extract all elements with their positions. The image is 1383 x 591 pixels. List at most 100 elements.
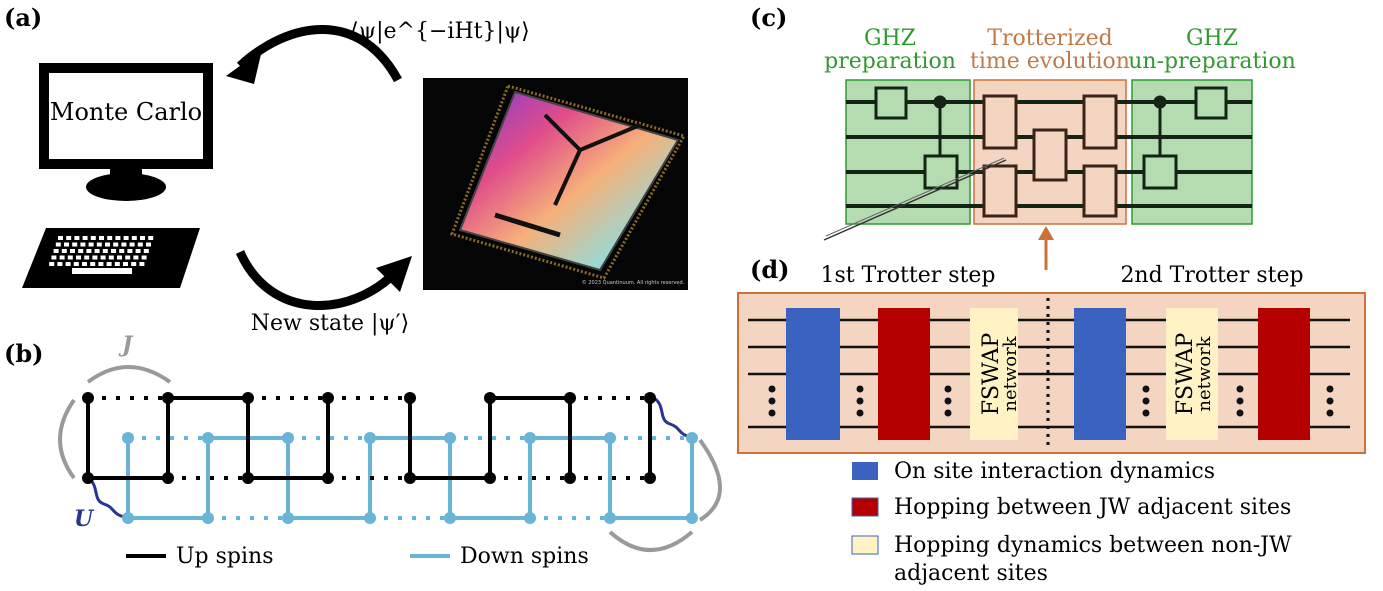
legend-nonjw-text-1: Hopping dynamics between non-JW [894, 533, 1292, 558]
keyboard-key [94, 249, 100, 253]
hopping-gate-1 [878, 308, 930, 440]
keyboard-key [111, 249, 116, 253]
keyboard-key [131, 262, 137, 266]
coupling-J-arc [86, 365, 172, 384]
ghz-prep-gates [874, 86, 959, 190]
keyboard-key [108, 255, 114, 260]
panel-a: (a) Monte Carlo © 2023 Quantinuum. All r [4, 3, 688, 336]
keyboard-key [125, 255, 131, 260]
keyboard-key [143, 249, 149, 253]
ellipsis-dots [768, 385, 1334, 417]
legend-hopping-swatch [851, 497, 879, 517]
left-boundary-arc [58, 398, 76, 480]
trotter-title-2: time evolution [970, 49, 1130, 74]
trotter-title-1: Trotterized [987, 26, 1112, 51]
ghz-prep-title-2: preparation [824, 49, 956, 74]
keyboard-key [80, 242, 86, 247]
fswap-1-line2: network [1000, 335, 1021, 411]
diagonal-line [823, 159, 1007, 241]
keyboard-key [105, 242, 110, 247]
keyboard-key [88, 242, 94, 247]
keyboard-key [123, 236, 129, 240]
keyboard-key [49, 262, 55, 266]
keyboard-key [67, 255, 73, 260]
keyboard-key [148, 236, 154, 240]
keyboard-key [90, 262, 96, 266]
keyboard-key [90, 236, 96, 240]
keyboard-key [74, 236, 80, 240]
panel-c: (c) GHZ preparation Trotterized time evo… [750, 3, 1296, 270]
legend-up-text: Up spins [176, 544, 274, 569]
keyboard-key [61, 249, 67, 253]
quantum-chip-image: © 2023 Quantinuum. All rights reserved. [423, 78, 688, 290]
keyboard-key [58, 236, 63, 240]
computer-icon: Monte Carlo [22, 63, 213, 288]
keyboard-key [76, 255, 81, 260]
keyboard-key [65, 262, 71, 266]
trotter-gates [982, 94, 1118, 218]
keyboard-key [131, 236, 137, 240]
keyboard-key [135, 249, 141, 253]
hopping-gate-2 [1258, 308, 1310, 440]
keyboard-key [114, 262, 120, 266]
coupling-J-label: J [118, 332, 134, 358]
chip-footer: © 2023 Quantinuum. All rights reserved. [582, 279, 685, 286]
fswap-1-line1: FSWAP [979, 333, 1004, 416]
top-arrow [236, 25, 402, 83]
keyboard-key [82, 262, 87, 266]
fswap-2-line1: FSWAP [1173, 333, 1198, 416]
keyboard-key [82, 236, 88, 240]
keyboard-key [86, 249, 92, 253]
panel-b-label: (b) [4, 339, 44, 368]
down-spin-sites [122, 432, 698, 524]
keyboard-key [102, 249, 108, 253]
up-spin-chain [86, 396, 652, 480]
keyboard-key [137, 242, 143, 247]
keyboard-key [117, 255, 122, 260]
keyboard-key [51, 255, 57, 260]
keyboard-key [106, 262, 112, 266]
keyboard-key [64, 242, 69, 247]
right-boundary-arc [698, 438, 722, 522]
keyboard-key [140, 236, 145, 240]
bottom-arrowhead [376, 256, 412, 292]
panel-d-label: (d) [750, 255, 790, 284]
keyboard-key [139, 262, 145, 266]
top-arrow-text: ⟨ψ|e^{−iHt}|ψ⟩ [350, 19, 529, 44]
top-arrowhead [226, 50, 262, 84]
legend-nonjw-text-2: adjacent sites [894, 561, 1048, 586]
keyboard-key [73, 262, 79, 266]
onsite-gate-1 [786, 308, 840, 440]
keyboard-key [59, 255, 65, 260]
fswap-gate-2 [1166, 308, 1218, 440]
keyboard-key [146, 242, 151, 247]
keyboard-key [96, 242, 102, 247]
coupling-U-label: U [74, 506, 95, 532]
keyboard-key [129, 242, 135, 247]
legend-down-text: Down spins [460, 544, 589, 569]
keyboard-key [127, 249, 133, 253]
trotter-arrowhead [1038, 226, 1054, 240]
legend-onsite-swatch [852, 462, 878, 480]
coupling-U-right [653, 396, 695, 440]
ghz-prep-title-1: GHZ [864, 26, 916, 51]
keyboard-key [119, 249, 125, 253]
ghz-unprep-gates [1142, 86, 1228, 190]
legend-onsite-text: On site interaction dynamics [894, 459, 1215, 484]
keyboard-key [133, 255, 139, 260]
coupling-U-left [87, 476, 129, 520]
keyboard-key [70, 249, 75, 253]
keyboard-key [72, 242, 78, 247]
keyboard-key [55, 242, 61, 247]
bottom-arrow-text: New state |ψ′⟩ [251, 311, 409, 336]
bottom-right-arc [608, 530, 694, 552]
computer-text: Monte Carlo [50, 98, 202, 126]
onsite-gate-2 [1074, 308, 1126, 440]
keyboard-key [92, 255, 98, 260]
panel-b: (b) J U [4, 332, 722, 569]
panel-d: (d) 1st Trotter step 2nd Trotter step FS… [737, 255, 1366, 586]
keyboard-key [107, 236, 113, 240]
step2-title: 2nd Trotter step [1120, 263, 1303, 288]
bottom-arrow [235, 250, 402, 310]
panel-c-label: (c) [750, 3, 787, 32]
